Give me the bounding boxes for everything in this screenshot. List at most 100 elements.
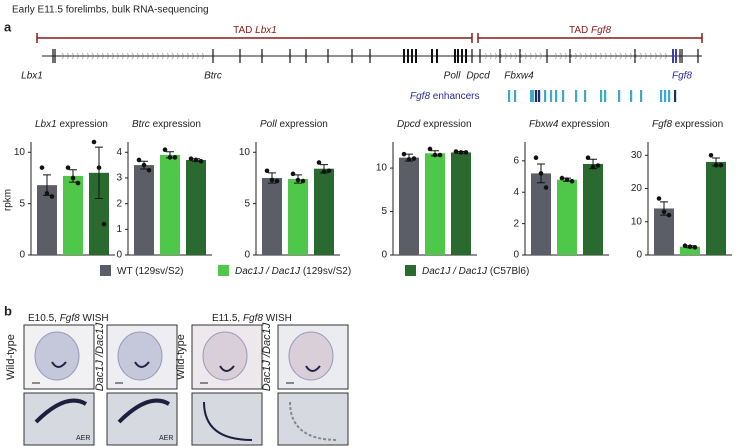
aer-stain xyxy=(117,398,171,424)
chart-title: Fgf8 expression xyxy=(652,119,723,130)
replicate-dot xyxy=(91,139,97,145)
strand-arrow xyxy=(126,52,130,60)
legend-strain: WT (129sv/S2) xyxy=(117,266,184,277)
tad-prefix: TAD xyxy=(569,25,588,36)
bar xyxy=(531,173,551,255)
gene-label: Dpcd xyxy=(466,71,490,82)
y-tick-label: 10 xyxy=(14,147,26,158)
embryo xyxy=(34,331,80,381)
strand-arrow xyxy=(101,52,105,60)
enhancer xyxy=(604,90,607,102)
replicate-dot xyxy=(70,175,76,181)
strand-arrow xyxy=(579,52,583,60)
y-tick-label: 0 xyxy=(636,250,642,261)
panel-label: b xyxy=(4,303,12,318)
replicate-dot xyxy=(39,165,45,170)
strand-arrow xyxy=(161,52,165,60)
replicate-dot xyxy=(162,147,168,153)
chart-title: Fbxw4 expression xyxy=(529,119,610,130)
gene-label: Fgf8 xyxy=(672,71,692,82)
y-tick-label: 4 xyxy=(116,147,122,158)
bar xyxy=(134,165,154,255)
replicate-dot xyxy=(295,177,301,183)
replicate-dot xyxy=(316,160,322,165)
enhancer xyxy=(630,90,633,102)
strand-arrow xyxy=(71,52,75,60)
y-tick-label: 0 xyxy=(19,250,25,261)
y-axis-label: rpkm xyxy=(3,189,14,211)
strand-arrow xyxy=(111,52,115,60)
enhancer xyxy=(538,90,541,102)
aer-label: AER xyxy=(159,435,173,442)
strand-arrow xyxy=(514,52,518,60)
strand-arrow xyxy=(171,52,175,60)
strand-arrow xyxy=(61,52,65,60)
strand-arrow xyxy=(191,52,195,60)
strand-arrow xyxy=(629,52,633,60)
replicate-dot xyxy=(585,155,591,160)
strand-arrow xyxy=(529,52,533,60)
strand-arrow xyxy=(186,52,190,60)
chart-title: Poll expression xyxy=(260,119,328,130)
enhancer xyxy=(660,90,663,102)
gene: Fgf8 xyxy=(60,313,80,324)
y-tick-label: 0 xyxy=(513,250,519,261)
bar xyxy=(160,154,180,255)
strand-arrow xyxy=(599,52,603,60)
enhancer xyxy=(664,90,667,102)
legend-swatch xyxy=(100,265,111,276)
replicate-dot xyxy=(437,152,443,158)
replicate-dot xyxy=(463,150,469,155)
replicate-dot xyxy=(193,157,199,163)
replicate-dot xyxy=(682,243,688,248)
title-rest: expression xyxy=(561,119,609,130)
bar xyxy=(262,177,282,255)
y-tick-label: 2 xyxy=(513,218,519,229)
strand-arrow xyxy=(589,52,593,60)
strand-arrow xyxy=(499,52,503,60)
panel-label: a xyxy=(4,19,12,34)
strand-arrow xyxy=(86,52,90,60)
wish-panel: E10.5, Fgf8 WISH E11.5, Fgf8 WISH AER Wil… xyxy=(5,313,349,446)
wish-title: E11.5, Fgf8 WISH xyxy=(212,313,292,324)
enhancer xyxy=(584,90,587,102)
replicate-dot xyxy=(167,155,173,160)
legend-swatch xyxy=(405,265,416,276)
enhancer xyxy=(575,90,578,102)
enhancer xyxy=(550,90,553,102)
replicate-dot xyxy=(49,194,55,199)
enhancer-gene: Fgf8 xyxy=(410,91,430,102)
strand-arrow xyxy=(614,52,618,60)
strand-arrow xyxy=(76,52,80,60)
replicate-dot xyxy=(687,244,693,249)
chart-title: Btrc expression xyxy=(132,119,201,130)
title-rest: expression xyxy=(279,119,327,130)
strand-arrow xyxy=(201,52,205,60)
strand-arrow xyxy=(181,52,185,60)
embryo xyxy=(288,331,334,381)
replicate-dot xyxy=(274,178,280,184)
strand-arrow xyxy=(484,52,488,60)
strand-arrow xyxy=(559,52,563,60)
replicate-dot xyxy=(656,196,662,201)
legend-label: Dac1J / Dac1J (129sv/S2) xyxy=(235,266,351,277)
strand-arrow xyxy=(141,52,145,60)
legend-label: Dac1J / Dac1J (C57Bl6) xyxy=(422,266,529,277)
gene: Fgf8 xyxy=(243,313,263,324)
stage: E10.5, xyxy=(28,313,57,324)
legend-strain: (129sv/S2) xyxy=(303,266,351,277)
title-gene: Dpcd xyxy=(397,119,421,130)
fgf8-stain xyxy=(305,365,321,372)
assay: WISH xyxy=(266,313,292,324)
bar xyxy=(314,168,334,255)
strand-arrow xyxy=(504,52,508,60)
fgf8-stain xyxy=(134,361,150,368)
replicate-dot xyxy=(188,156,194,161)
y-tick-label: 0 xyxy=(381,250,387,261)
strand-arrow xyxy=(96,52,100,60)
bar xyxy=(288,178,308,255)
strand-arrow xyxy=(564,52,568,60)
aer-stain xyxy=(34,398,88,424)
replicate-dot xyxy=(708,152,714,158)
enhancer xyxy=(674,90,677,102)
